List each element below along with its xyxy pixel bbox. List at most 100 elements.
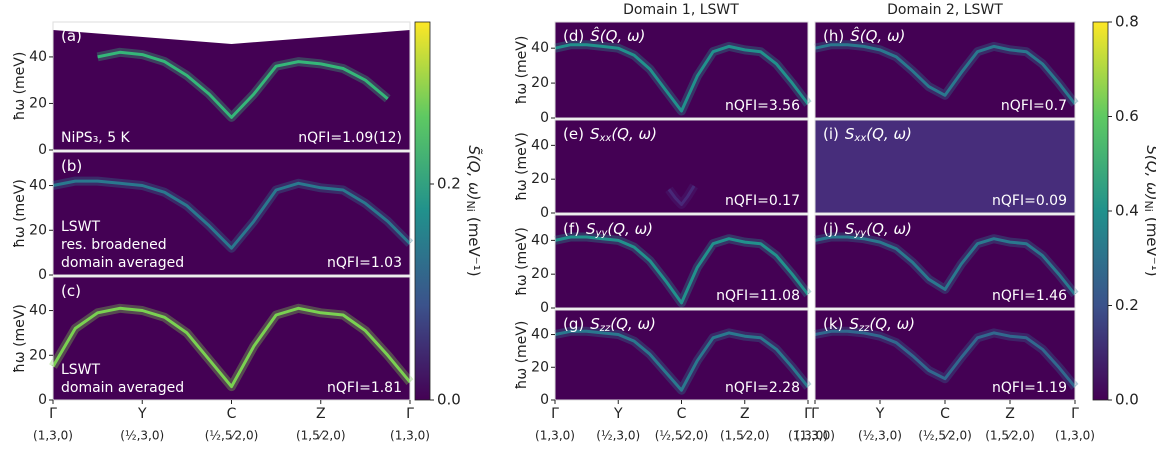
y-tick-label: 20 [29, 95, 47, 111]
quantity: S [590, 125, 600, 143]
panel-letter: (a) [61, 27, 82, 45]
quantity: Ŝ [590, 26, 600, 45]
x-tick-sublabel: (1,3,0) [788, 429, 828, 443]
nqfi: nQFI=1.03 [327, 255, 402, 271]
nqfi: nQFI=1.09(12) [298, 130, 402, 146]
quantity: S [849, 315, 859, 333]
x-tick-label: Z [740, 406, 750, 422]
panel-background [555, 120, 808, 213]
panel-letter: (c) [61, 282, 81, 300]
y-tick-label: 0 [540, 110, 549, 126]
colorbar-label-unit: (meV⁻¹) [1144, 217, 1156, 277]
panel-background [555, 310, 808, 400]
colorbar-tick-label: 0.2 [437, 175, 461, 193]
panel-letter: (k) [823, 315, 843, 333]
panel-label: (a) [61, 27, 82, 45]
panel-frame [554, 119, 809, 214]
panel-note: LSWT [61, 362, 101, 378]
x-tick-sublabel: (1,3,0) [390, 429, 430, 443]
quantity-args: (Q, ω) [607, 220, 653, 238]
panel-frame [814, 119, 1076, 214]
dispersion-ridge [554, 329, 810, 392]
nqfi: nQFI=2.28 [725, 380, 800, 396]
colorbar-tick-label: 0.2 [1115, 296, 1139, 314]
colorbar-label-sub: Ni [464, 201, 477, 212]
quantity-subscript: xx [598, 133, 611, 144]
quantity: S [845, 125, 855, 143]
panel-letter: (i) [823, 125, 839, 143]
nqfi: nQFI=0.7 [1001, 98, 1067, 114]
y-tick-label: 20 [531, 266, 549, 282]
panel-note: domain averaged [61, 255, 184, 271]
colorbar-label-unit: (meV⁻¹) [466, 217, 484, 277]
y-axis-label: ħω (meV) [12, 179, 28, 248]
dispersion-ridge [97, 50, 389, 119]
y-tick-label: 40 [29, 303, 47, 319]
y-tick-label: 0 [540, 392, 549, 408]
panel-background [815, 215, 1075, 308]
panel-letter: (f) [563, 220, 580, 238]
x-tick-label: Γ [49, 406, 57, 422]
panel-note: domain averaged [61, 380, 184, 396]
quantity: S [845, 220, 855, 238]
x-tick-sublabel: (1,3,0) [535, 429, 575, 443]
colorbar-tick-label: 0.6 [1115, 107, 1139, 125]
nqfi: nQFI=3.56 [725, 98, 800, 114]
y-tick-label: 40 [531, 40, 549, 56]
y-tick-label: 40 [531, 137, 549, 153]
y-axis-label: ħω (meV) [514, 36, 530, 105]
colorbar-tick-label: 0.0 [437, 391, 461, 409]
quantity-subscript: yy [595, 228, 609, 239]
quantity: S [586, 220, 596, 238]
y-axis-label: ħω (meV) [514, 227, 530, 296]
dispersion-ridge [51, 306, 412, 389]
colorbar-label-main: S̃(Q, ω) [466, 145, 485, 200]
x-tick-label: Z [316, 406, 326, 422]
x-tick-label: Γ [811, 406, 819, 422]
nqfi: nQFI=1.19 [992, 380, 1067, 396]
panel-note: NiPS₃, 5 K [61, 130, 131, 146]
colorbar-tick-label: 0.8 [1115, 13, 1139, 31]
panel-label: (k) Szz(Q, ω) [823, 315, 915, 335]
colorbar-label-sub: Ni [1142, 201, 1155, 212]
x-tick-label: Γ [804, 406, 812, 422]
panel-background [53, 277, 410, 400]
x-tick-label: C [677, 406, 687, 422]
quantity-subscript: zz [858, 323, 870, 334]
quantity-subscript: yy [853, 228, 867, 239]
panel-label: (e) Sxx(Q, ω) [563, 125, 657, 145]
nqfi: nQFI=11.08 [716, 288, 800, 304]
x-tick-sublabel: (½,3,0) [120, 429, 164, 443]
x-tick-label: Y [613, 406, 623, 422]
panel-background [815, 22, 1075, 118]
panel-background [555, 22, 808, 118]
quantity: Ŝ [850, 26, 860, 45]
y-tick-label: 0 [38, 392, 47, 408]
panel-frame [814, 21, 1076, 119]
dispersion-ridge [554, 235, 810, 305]
nqfi: nQFI=1.46 [992, 288, 1067, 304]
dispersion-ridge [814, 235, 1077, 296]
dispersion-ridge [52, 179, 412, 250]
x-tick-label: C [940, 406, 950, 422]
y-tick-label: 0 [540, 300, 549, 316]
x-tick-label: Γ [551, 406, 559, 422]
x-tick-sublabel: (1,3,0) [33, 429, 73, 443]
y-axis-label: ħω (meV) [12, 52, 28, 121]
panel-letter: (h) [823, 27, 844, 45]
dispersion-ridge [667, 185, 696, 206]
dispersion-ridge [814, 43, 1077, 105]
panel-label: (h) Ŝ(Q, ω) [823, 26, 905, 45]
panel-background [53, 152, 410, 275]
y-tick-label: 0 [540, 205, 549, 221]
quantity-subscript: zz [599, 323, 611, 334]
quantity-args: (Q, ω) [611, 125, 657, 143]
panel-background [555, 215, 808, 308]
x-tick-sublabel: (½,3,0) [858, 429, 902, 443]
y-tick-label: 20 [531, 75, 549, 91]
y-axis-label: ħω (meV) [514, 321, 530, 390]
quantity: S [590, 315, 600, 333]
nqfi: nQFI=1.81 [327, 380, 402, 396]
panel-letter: (j) [823, 220, 839, 238]
